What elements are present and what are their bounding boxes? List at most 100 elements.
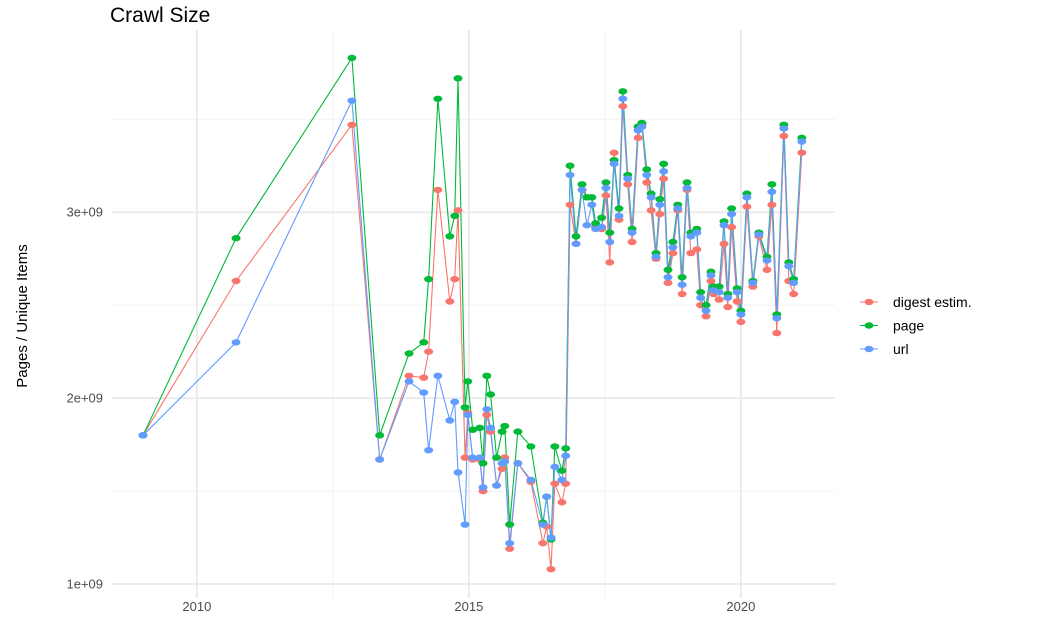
- data-point: [492, 482, 502, 489]
- data-point: [404, 350, 414, 357]
- data-point: [505, 539, 515, 547]
- data-point: [557, 499, 567, 506]
- data-point: [659, 160, 669, 168]
- data-point: [633, 134, 643, 142]
- data-point: [663, 274, 673, 281]
- data-point: [642, 171, 652, 179]
- series-line: [142, 106, 803, 570]
- x-tick-label: 2020: [726, 599, 755, 614]
- data-point: [762, 266, 772, 274]
- data-point: [460, 454, 470, 461]
- data-point: [453, 75, 463, 82]
- data-point: [701, 313, 711, 320]
- data-point: [347, 54, 357, 62]
- data-point: [404, 378, 414, 385]
- data-point: [668, 249, 678, 257]
- data-point: [492, 454, 502, 461]
- grid: [112, 30, 835, 598]
- data-point: [655, 201, 665, 208]
- data-point: [424, 348, 434, 355]
- data-point: [696, 294, 706, 301]
- series-layer: [138, 54, 807, 573]
- data-point: [597, 214, 607, 221]
- data-point: [486, 424, 496, 432]
- data-point: [732, 288, 742, 296]
- data-point: [591, 220, 601, 227]
- data-point: [445, 417, 455, 424]
- data-point: [646, 207, 656, 214]
- data-point: [450, 212, 460, 220]
- data-point: [424, 275, 434, 283]
- data-point: [463, 378, 473, 385]
- data-point: [762, 257, 772, 264]
- data-point: [597, 223, 607, 231]
- data-point: [468, 426, 478, 433]
- data-point: [772, 329, 782, 337]
- y-tick-label: 2e+09: [66, 391, 103, 406]
- data-point: [727, 223, 737, 231]
- data-point: [482, 372, 492, 380]
- data-point: [623, 181, 633, 188]
- legend-key-point: [864, 345, 874, 353]
- data-point: [587, 201, 597, 208]
- data-point: [686, 233, 696, 240]
- data-point: [601, 179, 611, 186]
- data-point: [601, 192, 611, 199]
- data-point: [668, 238, 678, 246]
- data-point: [692, 246, 702, 253]
- y-tick-label: 3e+09: [66, 205, 103, 220]
- data-point: [138, 432, 148, 439]
- data-point: [668, 244, 678, 251]
- data-point: [557, 467, 567, 474]
- data-point: [231, 235, 241, 242]
- data-point: [618, 103, 628, 110]
- data-point: [736, 318, 746, 326]
- series-points: [138, 95, 807, 547]
- data-point: [714, 288, 724, 296]
- data-point: [797, 138, 807, 145]
- data-point: [433, 372, 443, 380]
- legend-label: page: [893, 318, 924, 334]
- data-point: [682, 184, 692, 192]
- data-point: [742, 203, 752, 210]
- data-point: [433, 95, 443, 102]
- data-point: [526, 443, 536, 450]
- data-point: [565, 171, 575, 179]
- data-point: [587, 194, 597, 201]
- data-point: [347, 121, 357, 129]
- data-point: [779, 125, 789, 132]
- data-point: [754, 231, 764, 238]
- data-point: [500, 422, 510, 430]
- data-point: [677, 281, 687, 288]
- data-point: [686, 249, 696, 257]
- data-point: [748, 279, 758, 287]
- data-point: [375, 456, 385, 463]
- data-point: [692, 229, 702, 236]
- chart-title: Crawl Size: [110, 4, 210, 27]
- data-point: [655, 195, 665, 203]
- data-point: [475, 454, 485, 461]
- data-point: [497, 465, 507, 472]
- data-point: [723, 303, 733, 311]
- data-point: [609, 160, 619, 168]
- data-point: [497, 428, 507, 435]
- data-point: [663, 266, 673, 274]
- data-point: [736, 311, 746, 318]
- data-point: [767, 188, 777, 195]
- y-tick-label: 1e+09: [66, 577, 103, 592]
- legend: digest estim. page url: [860, 294, 972, 357]
- data-point: [696, 288, 706, 296]
- data-point: [450, 275, 460, 283]
- data-point: [659, 175, 669, 182]
- data-point: [482, 411, 492, 419]
- y-axis-label: Pages / Unique Items: [14, 244, 31, 387]
- data-point: [565, 162, 575, 169]
- data-point: [542, 493, 552, 500]
- data-point: [637, 123, 647, 130]
- series-points: [138, 54, 807, 543]
- data-point: [719, 222, 729, 229]
- data-point: [618, 88, 628, 95]
- data-point: [605, 238, 615, 246]
- data-point: [546, 565, 556, 573]
- data-point: [651, 253, 661, 261]
